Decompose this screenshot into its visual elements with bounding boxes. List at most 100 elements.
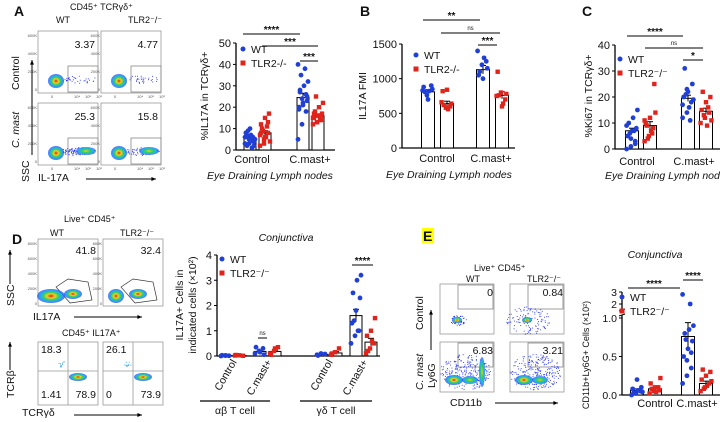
event-dot: [72, 153, 74, 154]
significance-label: ****: [685, 271, 701, 282]
event-dot: [512, 317, 514, 319]
event-dot: [128, 363, 130, 365]
data-point-wt: [683, 92, 689, 97]
data-point-wt: [631, 128, 637, 134]
event-dot: [132, 149, 134, 151]
event-dot: [540, 358, 542, 360]
event-dot: [515, 330, 517, 332]
event-dot: [87, 81, 88, 83]
event-dot: [455, 323, 457, 325]
data-point-wt: [295, 62, 301, 67]
event-dot: [463, 366, 465, 368]
event-dot: [453, 316, 455, 317]
data-point-tlr2: [645, 136, 651, 141]
data-point-wt: [684, 373, 690, 379]
event-dot: [537, 387, 539, 389]
event-dot: [548, 367, 550, 369]
y-tick-label: 1: [206, 326, 212, 338]
data-point-tlr2: [653, 389, 659, 395]
event-dot: [442, 375, 444, 377]
y-tick-label: 0: [100, 301, 103, 306]
event-dot: [547, 376, 549, 378]
event-dot: [458, 356, 460, 358]
event-dot: [540, 320, 542, 322]
event-dot: [464, 369, 466, 371]
event-dot: [69, 149, 71, 151]
x-category-label: C.mast+: [341, 358, 371, 398]
y-axis-label: indicated cells (×10²): [187, 256, 199, 353]
y-tick-label: 20: [598, 92, 610, 104]
data-point-wt: [691, 323, 696, 329]
event-dot: [544, 316, 545, 318]
significance-label: ns: [467, 26, 473, 32]
legend-label: WT: [630, 292, 647, 304]
event-dot: [485, 370, 487, 372]
event-dot: [524, 363, 526, 365]
event-dot: [66, 79, 68, 81]
event-dot: [140, 147, 142, 149]
event-dot: [470, 361, 472, 363]
event-dot: [488, 372, 490, 374]
event-dot: [60, 366, 62, 368]
flow-e-header: Live⁺ CD45⁺: [474, 263, 526, 273]
event-dot: [523, 314, 524, 316]
x-tick-label: 10⁴: [74, 166, 80, 171]
event-dot: [131, 153, 133, 155]
event-dot: [450, 361, 452, 363]
data-point-tlr2: [329, 351, 335, 356]
event-dot: [140, 77, 142, 79]
event-dot: [456, 365, 458, 367]
event-dot: [537, 330, 539, 332]
data-point-tlr2: [707, 381, 712, 386]
event-dot: [516, 359, 518, 361]
event-dot: [520, 325, 522, 327]
event-dot: [548, 322, 550, 324]
event-dot: [455, 363, 457, 365]
event-dot: [76, 148, 78, 150]
event-dot: [156, 81, 158, 83]
tcrb-axis-arrow-head: [8, 342, 12, 347]
flow-d-x-axis-top: IL17A: [33, 311, 60, 323]
event-dot: [459, 367, 461, 369]
event-dot: [488, 374, 490, 376]
event-dot: [534, 372, 536, 374]
data-point-tlr2: [265, 130, 271, 136]
event-dot: [463, 323, 465, 325]
event-dot: [454, 387, 456, 389]
event-dot: [134, 149, 136, 151]
flow-a-y-axis: SSC: [20, 160, 32, 182]
event-dot: [454, 361, 456, 363]
event-dot: [517, 319, 519, 321]
event-dot: [68, 77, 70, 79]
data-point-wt: [298, 72, 304, 78]
panel-label-b: B: [360, 3, 370, 19]
data-point-tlr2: [316, 105, 322, 110]
data-point-tlr2: [700, 89, 705, 94]
event-dot: [445, 360, 447, 362]
y-tick-label: 800K: [28, 241, 38, 246]
event-dot: [151, 79, 153, 81]
data-point-tlr2: [372, 315, 378, 321]
event-dot: [522, 372, 524, 373]
event-dot: [130, 364, 132, 366]
event-dot: [545, 363, 547, 365]
event-dot: [558, 370, 560, 371]
event-dot: [457, 356, 459, 358]
event-dot: [546, 373, 547, 375]
y-tick-label: 0.0: [602, 390, 617, 402]
significance-label: ns: [671, 41, 677, 47]
event-dot: [470, 363, 472, 365]
event-dot: [461, 321, 463, 323]
event-dot: [529, 333, 531, 335]
event-dot: [478, 377, 480, 379]
event-dot: [512, 371, 514, 373]
event-dot: [530, 361, 532, 363]
event-dot: [528, 364, 530, 366]
gate: [67, 65, 99, 93]
event-dot: [542, 325, 544, 327]
event-dot: [510, 321, 512, 323]
event-dot: [450, 364, 452, 366]
event-dot: [454, 368, 456, 370]
event-dot: [69, 151, 70, 153]
event-dot: [449, 384, 451, 386]
